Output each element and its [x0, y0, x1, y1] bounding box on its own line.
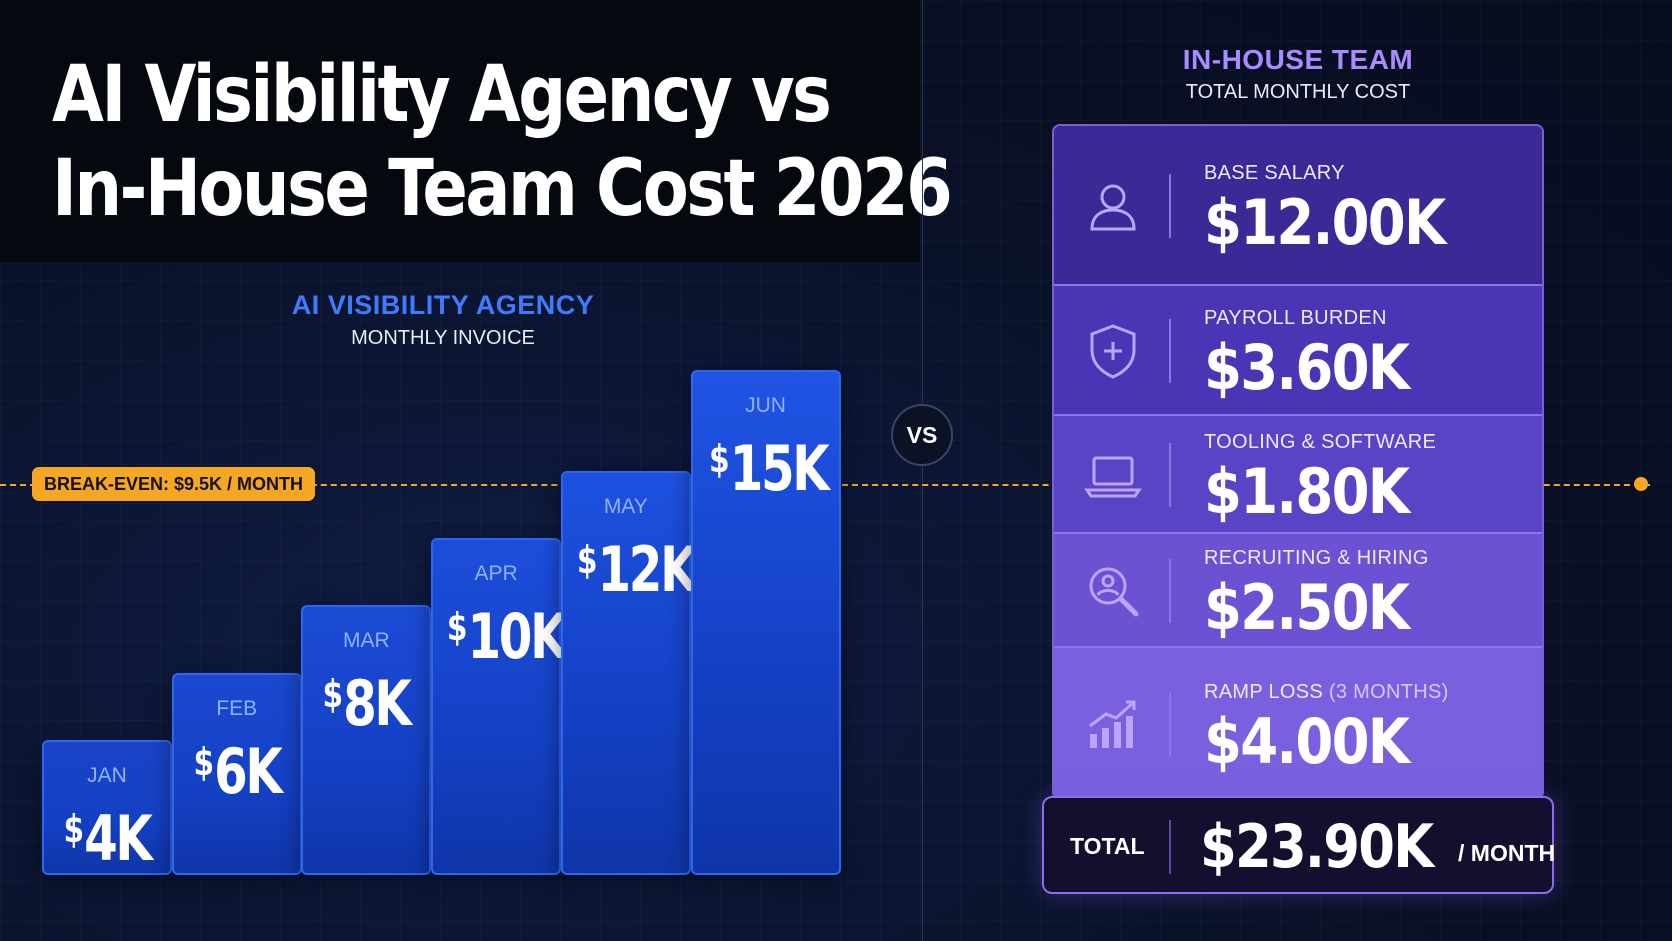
- user-icon: [1084, 177, 1142, 235]
- row-separator: [1169, 443, 1171, 507]
- vs-badge: VS: [891, 404, 953, 466]
- row-separator: [1169, 693, 1171, 757]
- cost-row-tooling-software: TOOLING & SOFTWARE $1.80K: [1054, 416, 1542, 534]
- currency-symbol: $: [193, 739, 214, 784]
- center-divider: [922, 0, 923, 941]
- agency-bar-chart: JAN $4K FEB $6K MAR $8K APR $10K MAY $12K JUN $15K: [42, 369, 841, 875]
- cost-row-ramp-loss: RAMP LOSS (3 MONTHS) $4.00K: [1054, 648, 1542, 798]
- cost-value: $12.00K: [1204, 186, 1446, 259]
- cost-row-payroll-burden: PAYROLL BURDEN $3.60K: [1054, 286, 1542, 416]
- bar-value-label: $8K: [317, 667, 415, 740]
- agency-subtitle: MONTHLY INVOICE: [351, 327, 535, 349]
- bar-mar: MAR $8K: [301, 605, 432, 875]
- title-line-1: AI Visibility Agency vs: [52, 50, 832, 140]
- bar-value-number: 15K: [729, 431, 829, 505]
- bar-jan: JAN $4K: [42, 740, 172, 875]
- bar-category-label: FEB: [216, 696, 258, 720]
- cost-value: $1.80K: [1204, 455, 1410, 528]
- bar-value-label: $15K: [708, 432, 830, 505]
- bar-category-label: APR: [474, 562, 518, 585]
- total-box: TOTAL $23.90K / MONTH: [1042, 796, 1556, 894]
- bar-category-label: MAR: [343, 629, 390, 653]
- inhouse-subtitle: TOTAL MONTHLY COST: [1185, 81, 1411, 103]
- bar-value-number: 12K: [597, 532, 697, 606]
- cost-label: PAYROLL BURDEN: [1204, 307, 1387, 329]
- total-value: $23.90K: [1200, 812, 1434, 882]
- cost-value: $3.60K: [1204, 331, 1410, 404]
- bar-value-number: 8K: [343, 667, 412, 741]
- breakeven-label: BREAK-EVEN: $9.5K / MONTH: [32, 467, 316, 501]
- bar-value-label: $6K: [188, 735, 286, 808]
- currency-symbol: $: [576, 537, 598, 582]
- cost-label: RAMP LOSS (3 MONTHS): [1204, 681, 1449, 703]
- currency-symbol: $: [708, 436, 730, 481]
- bar-apr: APR $10K: [431, 538, 568, 875]
- bar-may: MAY $12K: [560, 470, 698, 875]
- growth-chart-icon: [1084, 696, 1142, 754]
- bar-feb: FEB $6K: [171, 672, 302, 875]
- bar-value-number: 4K: [84, 802, 153, 876]
- bar-category-label: JAN: [87, 764, 127, 788]
- bar-value-number: 10K: [467, 600, 568, 673]
- inhouse-header: IN-HOUSE TEAM TOTAL MONTHLY COST: [1052, 44, 1544, 104]
- total-unit: / MONTH: [1458, 840, 1556, 866]
- bar-value-label: $10K: [446, 600, 568, 673]
- cost-row-base-salary: BASE SALARY $12.00K: [1054, 126, 1542, 286]
- bar-value-label: $12K: [576, 533, 698, 606]
- laptop-icon: [1084, 446, 1142, 504]
- bar-jun: JUN $15K: [690, 369, 841, 875]
- currency-symbol: $: [322, 672, 344, 717]
- inhouse-title: IN-HOUSE TEAM: [1182, 44, 1414, 75]
- cost-label: BASE SALARY: [1204, 162, 1345, 184]
- currency-symbol: $: [63, 807, 85, 852]
- row-separator: [1169, 174, 1171, 238]
- title-line-2: In-House Team Cost 2026: [52, 144, 953, 234]
- cost-label: RECRUITING & HIRING: [1204, 547, 1429, 569]
- row-separator: [1169, 319, 1171, 383]
- currency-symbol: $: [446, 605, 468, 649]
- total-separator: [1169, 820, 1171, 874]
- page-title: AI Visibility Agency vs In-House Team Co…: [52, 48, 953, 236]
- total-label: TOTAL: [1070, 833, 1145, 859]
- cost-value: $2.50K: [1204, 571, 1410, 644]
- bar-value-label: $4K: [58, 802, 156, 875]
- row-separator: [1169, 559, 1171, 623]
- cost-label: TOOLING & SOFTWARE: [1204, 431, 1437, 453]
- inhouse-cost-stack: BASE SALARY $12.00K PAYROLL BURDEN $3.60…: [1052, 124, 1544, 800]
- agency-title: AI VISIBILITY AGENCY: [291, 290, 595, 320]
- breakeven-dot: [1634, 477, 1648, 491]
- cost-row-recruiting-hiring: RECRUITING & HIRING $2.50K: [1054, 534, 1542, 648]
- search-person-icon: [1084, 562, 1142, 620]
- title-block: AI Visibility Agency vs In-House Team Co…: [0, 0, 953, 262]
- agency-header: AI VISIBILITY AGENCY MONTHLY INVOICE: [220, 290, 666, 350]
- bar-category-label: MAY: [603, 494, 648, 518]
- bar-category-label: JUN: [745, 393, 786, 417]
- bar-value-number: 6K: [213, 734, 283, 808]
- shield-plus-icon: [1084, 322, 1142, 380]
- cost-value: $4.00K: [1204, 705, 1410, 778]
